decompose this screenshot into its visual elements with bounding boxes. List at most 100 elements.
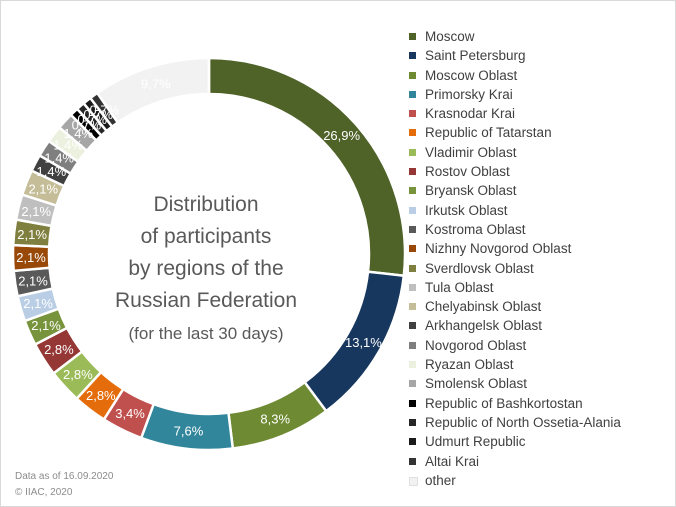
legend-item: Altai Krai bbox=[409, 452, 675, 471]
legend-item: Republic of Bashkortostan bbox=[409, 394, 675, 413]
legend-label: Bryansk Oblast bbox=[425, 183, 517, 199]
legend-label: Moscow Oblast bbox=[425, 67, 518, 83]
legend-label: Vladimir Oblast bbox=[425, 144, 517, 160]
legend-item: Moscow bbox=[409, 27, 675, 46]
chart-title-line-1: Distribution bbox=[153, 193, 258, 216]
legend-label: Krasnodar Krai bbox=[425, 106, 516, 122]
legend-label: Tula Oblast bbox=[425, 279, 494, 295]
slice-label-14: 2,1% bbox=[28, 182, 58, 197]
legend-item: Vladimir Oblast bbox=[409, 143, 675, 162]
copyright-note: © IIAC, 2020 bbox=[15, 487, 73, 498]
slice-label-21: 0,7% bbox=[83, 107, 113, 122]
legend-swatch bbox=[409, 245, 416, 253]
legend-label: Udmurt Republic bbox=[425, 434, 526, 450]
legend-label: Arkhangelsk Oblast bbox=[425, 318, 543, 334]
donut-slice-labels: 26,9% 13,1% 8,3% 7,6% 3,4% 2,8% 2,8% 2,8% 2,1% 2,… bbox=[16, 77, 382, 439]
legend-item: Smolensk Oblast bbox=[409, 374, 675, 393]
legend-swatch bbox=[409, 457, 416, 465]
legend-label: Republic of Tatarstan bbox=[425, 125, 552, 141]
legend-label: Chelyabinsk Oblast bbox=[425, 299, 542, 315]
legend-label: Irkutsk Oblast bbox=[425, 202, 508, 218]
legend-label: Rostov Oblast bbox=[425, 164, 510, 180]
legend-label: Smolensk Oblast bbox=[425, 376, 528, 392]
legend-item: Moscow Oblast bbox=[409, 66, 675, 85]
legend-item: Saint Petersburg bbox=[409, 46, 675, 65]
chart-subtitle: (for the last 30 days) bbox=[129, 324, 284, 343]
slice-label-3: 7,6% bbox=[174, 423, 204, 438]
legend-swatch bbox=[409, 303, 416, 311]
legend-swatch bbox=[409, 90, 416, 98]
slice-label-2: 8,3% bbox=[260, 412, 290, 427]
slice-label-17: 1,4% bbox=[53, 138, 83, 153]
legend-swatch bbox=[409, 33, 416, 40]
legend-swatch bbox=[409, 52, 416, 60]
slice-label-19: 0,7% bbox=[72, 117, 102, 132]
legend-item: Sverdlovsk Oblast bbox=[409, 259, 675, 278]
legend-label: Altai Krai bbox=[425, 453, 480, 469]
legend-item: Udmurt Republic bbox=[409, 432, 675, 451]
slice-label-18: 1,4% bbox=[63, 126, 93, 141]
legend-label: Republic of North Ossetia-Alania bbox=[425, 414, 621, 430]
donut-slices bbox=[11, 56, 407, 452]
data-date-note: Data as of 16.09.2020 bbox=[15, 471, 114, 482]
legend-swatch bbox=[409, 168, 416, 176]
legend-swatch bbox=[409, 225, 416, 233]
legend-swatch bbox=[409, 129, 416, 137]
legend-swatch bbox=[409, 264, 416, 272]
legend-label: other bbox=[425, 472, 456, 488]
chart-title-line-3: by regions of the bbox=[128, 257, 283, 280]
legend-swatch bbox=[409, 341, 416, 349]
legend-label: Saint Petersburg bbox=[425, 48, 526, 64]
legend-label: Republic of Bashkortostan bbox=[425, 395, 583, 411]
legend-item: Republic of North Ossetia-Alania bbox=[409, 413, 675, 432]
legend-swatch bbox=[409, 476, 418, 486]
legend-item: Arkhangelsk Oblast bbox=[409, 316, 675, 335]
legend-item: Krasnodar Krai bbox=[409, 104, 675, 123]
legend-item: Rostov Oblast bbox=[409, 162, 675, 181]
legend-swatch bbox=[409, 148, 416, 156]
slice-label-7: 2,8% bbox=[44, 342, 74, 357]
legend-item: Primorsky Krai bbox=[409, 85, 675, 104]
slice-23 bbox=[95, 56, 211, 125]
legend-label: Primorsky Krai bbox=[425, 86, 513, 102]
chart-legend: Moscow Saint Petersburg Moscow Oblast Primo… bbox=[409, 27, 675, 490]
legend-item: Kostroma Oblast bbox=[409, 220, 675, 239]
slice-label-0: 26,9% bbox=[323, 128, 360, 143]
slice-label-5: 2,8% bbox=[86, 388, 116, 403]
chart-title-line-2: of participants bbox=[141, 225, 272, 248]
legend-swatch bbox=[409, 399, 416, 407]
legend-item: other bbox=[409, 471, 675, 490]
legend-label: Kostroma Oblast bbox=[425, 221, 526, 237]
slice-label-12: 2,1% bbox=[17, 227, 47, 242]
chart-footer: Data as of 16.09.2020 © IIAC, 2020 bbox=[15, 469, 113, 501]
slice-label-6: 2,8% bbox=[63, 367, 93, 382]
slice-label-4: 3,4% bbox=[115, 406, 145, 421]
slice-label-10: 2,1% bbox=[18, 273, 48, 288]
legend-item: Irkutsk Oblast bbox=[409, 201, 675, 220]
slice-label-16: 1,4% bbox=[44, 150, 74, 165]
legend-item: Novgorod Oblast bbox=[409, 336, 675, 355]
legend-swatch bbox=[409, 71, 416, 79]
legend-label: Novgorod Oblast bbox=[425, 337, 527, 353]
slice-label-23: 9,7% bbox=[141, 77, 171, 92]
slice-label-1: 13,1% bbox=[345, 335, 382, 350]
legend-swatch bbox=[409, 380, 416, 388]
legend-item: Chelyabinsk Oblast bbox=[409, 297, 675, 316]
slice-label-8: 2,1% bbox=[31, 318, 61, 333]
legend-swatch bbox=[409, 110, 416, 118]
legend-swatch bbox=[409, 322, 416, 330]
chart-title-line-4: Russian Federation bbox=[115, 289, 297, 312]
legend-swatch bbox=[409, 283, 416, 291]
slice-label-20: 0,7% bbox=[77, 112, 107, 127]
legend-label: Ryazan Oblast bbox=[425, 357, 514, 373]
legend-swatch bbox=[409, 438, 416, 446]
legend-label: Nizhny Novgorod Oblast bbox=[425, 241, 572, 257]
legend-swatch bbox=[409, 187, 416, 195]
legend-swatch bbox=[409, 418, 416, 426]
legend-label: Moscow bbox=[425, 29, 475, 44]
slice-label-22: 0,7% bbox=[90, 102, 120, 117]
legend-item: Nizhny Novgorod Oblast bbox=[409, 239, 675, 258]
slice-label-9: 2,1% bbox=[23, 296, 53, 311]
legend-item: Ryazan Oblast bbox=[409, 355, 675, 374]
